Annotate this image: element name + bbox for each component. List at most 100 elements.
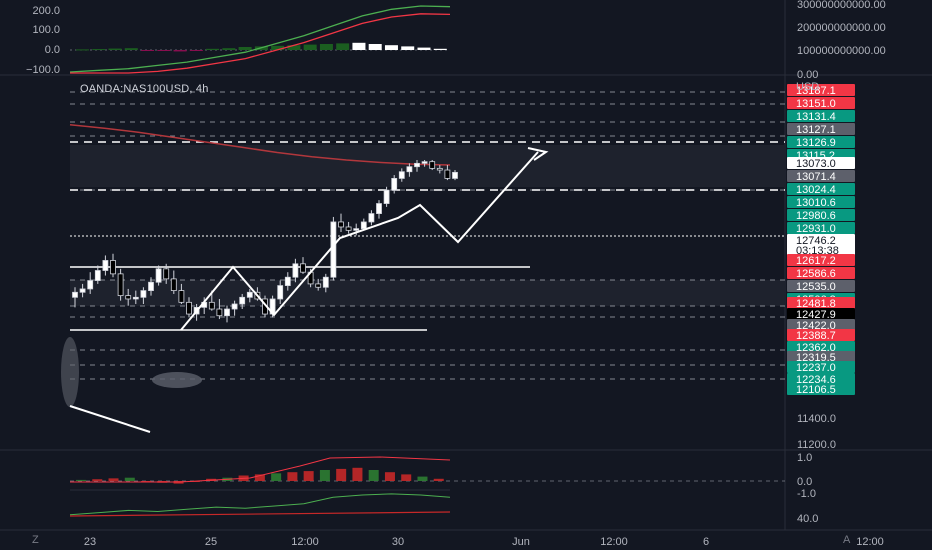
candle	[163, 268, 170, 280]
candle	[300, 263, 306, 273]
top-histogram-bar	[206, 48, 220, 50]
bottom-tick: 40.0	[797, 513, 818, 525]
moving-average-line	[69, 124, 451, 166]
price-level-bg	[787, 254, 855, 266]
candle	[444, 169, 451, 179]
candle	[246, 291, 253, 298]
price-level-label: 12481.8	[796, 298, 836, 310]
top-histogram-bar	[303, 44, 317, 50]
candle	[322, 276, 329, 288]
candle	[376, 203, 382, 214]
price-level-label: 13010.6	[796, 197, 836, 209]
price-level-bg	[787, 157, 855, 169]
price-level-badge: 13010.6	[787, 196, 855, 209]
top-histogram-bar	[433, 48, 447, 50]
candle	[231, 303, 238, 310]
price-level-badge: 12617.2	[787, 254, 855, 267]
time-tick: 12:00	[856, 536, 884, 548]
time-tick: 30	[392, 536, 404, 548]
price-level-badge: 13071.4	[787, 170, 855, 183]
price-level-bg	[787, 222, 855, 234]
top-right-tick: 200000000000.00	[797, 22, 886, 34]
candle	[186, 301, 192, 315]
price-level-bg	[787, 209, 855, 221]
bottom-signal-line	[70, 456, 451, 483]
top-right-tick: 300000000000.00	[797, 0, 886, 11]
price-level-label: 13126.9	[796, 137, 836, 149]
bottom-histogram-bar	[417, 476, 428, 481]
price-level-bg	[787, 183, 855, 195]
candle	[421, 161, 428, 164]
price-level-bg	[787, 267, 855, 279]
price-level-label: 12586.6	[796, 268, 836, 280]
price-level-label: 13151.0	[796, 98, 836, 110]
price-tick: 11400.0	[797, 413, 836, 425]
candle	[406, 166, 413, 173]
candle	[345, 226, 352, 231]
price-level-label: 12388.7	[796, 330, 836, 342]
top-left-tick: 200.0	[32, 5, 60, 17]
price-level-label: 12106.5	[796, 384, 836, 396]
top-histogram-bar	[336, 43, 350, 50]
top-right-tick: 0.00	[797, 69, 818, 81]
bottom-histogram-bar	[368, 470, 379, 481]
price-level-bg	[787, 351, 855, 363]
price-level-badge: 12106.5	[787, 383, 855, 396]
price-level-badge: 12388.7	[787, 329, 855, 342]
price-level-bg	[787, 329, 855, 341]
price-level-label: 13024.4	[796, 184, 836, 196]
price-level-label: 12237.0	[796, 362, 836, 374]
top-histogram-bar	[417, 47, 431, 50]
price-level-badge: 13187.1	[787, 84, 855, 97]
candle	[292, 263, 299, 278]
top-histogram-bar	[384, 45, 398, 50]
candle	[398, 171, 405, 179]
price-level-badge: 12535.0	[787, 280, 855, 293]
price-level-label: 13131.4	[796, 111, 836, 123]
trend-line	[69, 405, 151, 433]
price-level-badge: 13126.9	[787, 136, 855, 149]
price-level-bg	[787, 110, 855, 122]
candle	[338, 221, 344, 228]
bottom-tick: 1.0	[797, 452, 812, 464]
bottom-histogram-bar	[124, 477, 135, 481]
bottom-histogram-bar	[433, 478, 444, 481]
price-level-badge: 12427.9	[787, 308, 855, 321]
rsi-ma-line	[69, 511, 451, 517]
price-level-bg	[787, 280, 855, 292]
candle	[148, 281, 154, 292]
price-level-badge: 13151.0	[787, 97, 855, 110]
top-histogram-bar	[222, 48, 236, 50]
time-tick: 12:00	[291, 536, 319, 548]
candle	[94, 270, 101, 281]
price-level-badge: 12931.0	[787, 222, 855, 235]
bottom-histogram-bar	[401, 474, 412, 481]
price-level-label: 13073.0	[796, 158, 836, 170]
top-histogram-bar	[108, 48, 122, 50]
price-level-bg	[787, 136, 855, 148]
candle	[391, 178, 398, 191]
top-left-tick: 100.0	[32, 24, 60, 36]
symbol-label: OANDA:NAS100USD, 4h	[80, 83, 209, 95]
price-level-label: 13127.1	[796, 124, 836, 136]
zone-middle	[70, 280, 785, 306]
price-level-badge: 12481.8	[787, 297, 855, 310]
candle	[79, 288, 86, 293]
candle	[117, 273, 124, 297]
candle	[208, 301, 215, 310]
bottom-histogram-bar	[336, 468, 347, 481]
bottom-histogram-bar	[303, 471, 314, 481]
top-histogram-bar	[319, 44, 333, 50]
candle	[125, 295, 132, 300]
highlight-ellipse	[152, 372, 202, 388]
price-level-bg	[787, 308, 855, 320]
time-tick: 23	[84, 536, 96, 548]
candle	[277, 285, 284, 300]
price-level-bg	[787, 170, 855, 182]
top-histogram-bar	[92, 49, 106, 51]
price-level-label: 12931.0	[796, 223, 836, 235]
bottom-histogram-bar	[384, 472, 395, 481]
price-level-bg	[787, 373, 855, 385]
candle	[140, 290, 147, 298]
